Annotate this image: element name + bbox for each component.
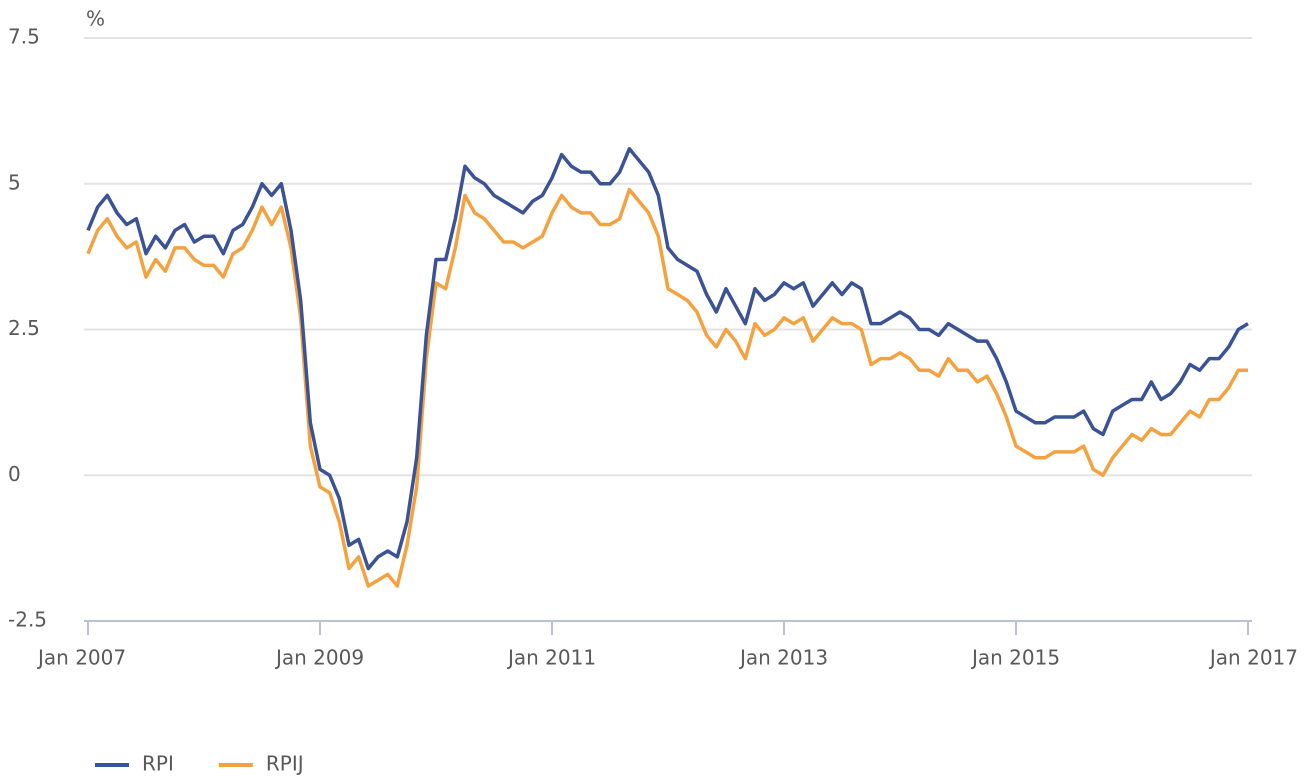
legend-label: RPI [142, 752, 174, 776]
y-tick-label: -2.5 [8, 608, 47, 632]
y-axis-label: % [86, 7, 105, 31]
x-tick-label: Jan 2013 [738, 646, 828, 670]
line-series [86, 147, 1249, 571]
y-tick-label: 0 [8, 462, 21, 486]
line-series [86, 187, 1248, 588]
x-tick-label: Jan 2011 [506, 646, 596, 670]
x-tick-label: Jan 2017 [1208, 646, 1298, 670]
y-tick-label: 7.5 [8, 25, 40, 49]
y-tick-label: 5 [8, 170, 21, 194]
x-tick-label: Jan 2007 [36, 646, 126, 670]
legend-label: RPIJ [266, 752, 304, 776]
y-tick-label: 2.5 [8, 316, 40, 340]
x-tick-label: Jan 2015 [970, 646, 1060, 670]
x-tick-label: Jan 2009 [274, 646, 364, 670]
